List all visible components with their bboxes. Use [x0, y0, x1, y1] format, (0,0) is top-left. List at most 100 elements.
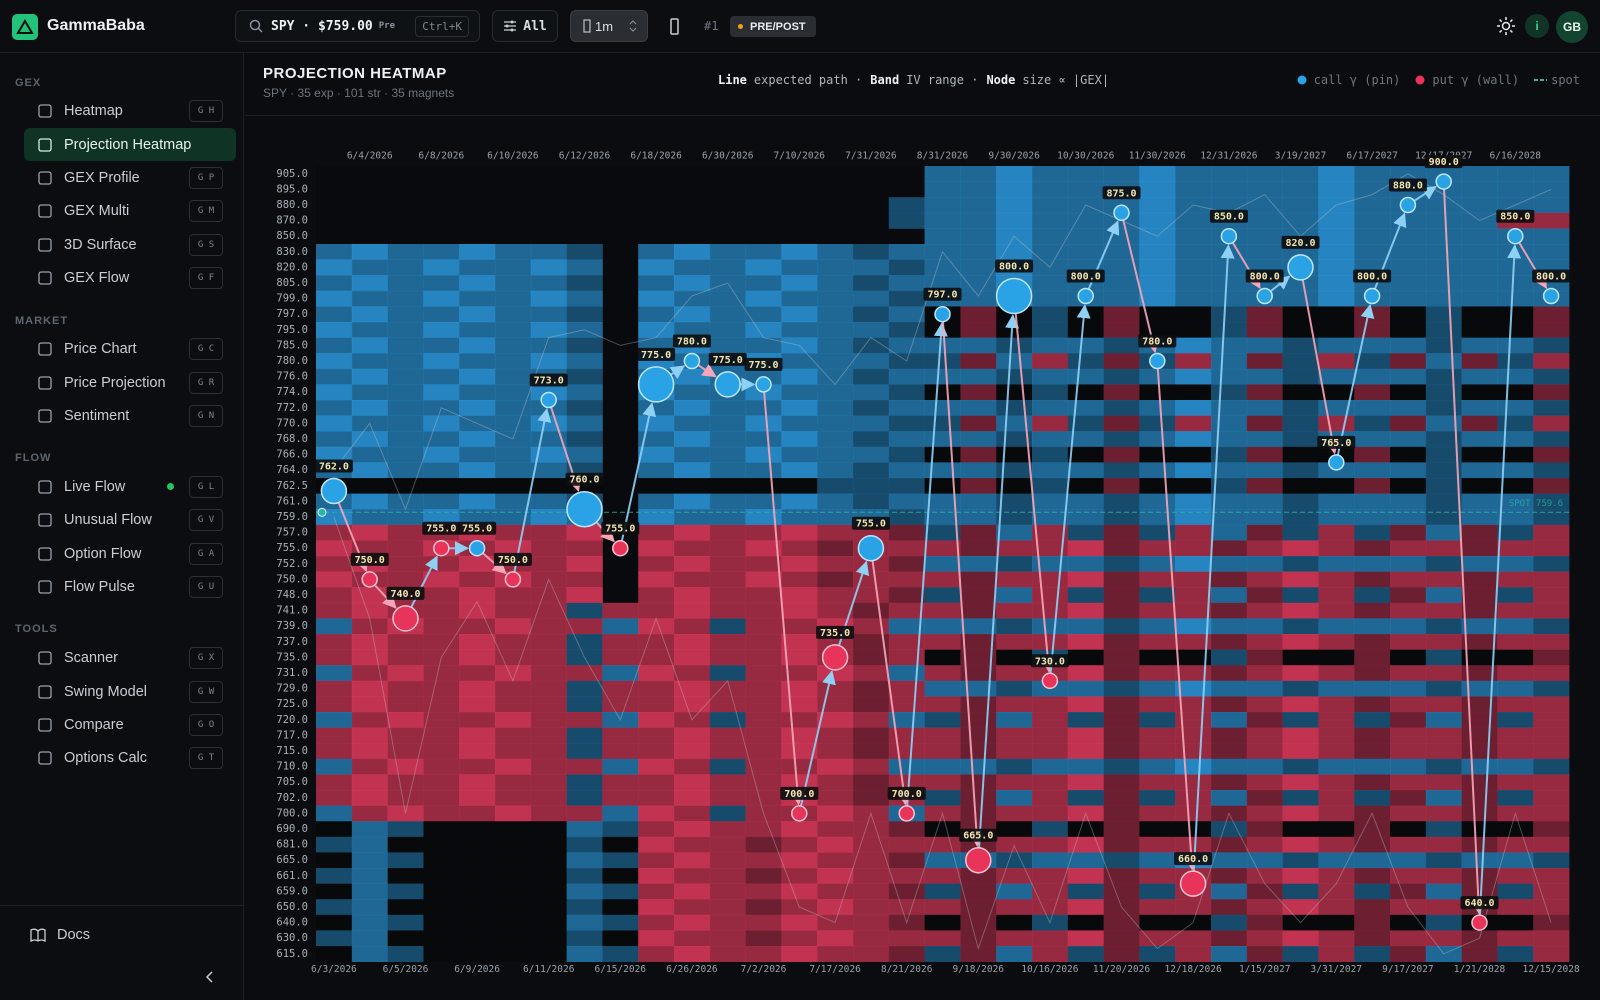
heatmap-cell: [817, 509, 854, 526]
nav-item[interactable]: Unusual Flow G V: [24, 504, 236, 537]
heatmap-cell: [709, 665, 746, 682]
y-tick-label: 905.0: [276, 168, 308, 180]
heatmap-cell: [638, 899, 675, 916]
heatmap-cell: [316, 556, 353, 572]
heatmap-cell: [853, 665, 890, 682]
nav-item[interactable]: Scanner G X: [24, 641, 236, 674]
heatmap-cell: [602, 914, 639, 931]
heatmap-cell: [351, 790, 388, 806]
heatmap-cell: [1533, 649, 1570, 666]
nav-item[interactable]: Option Flow G A: [24, 537, 236, 570]
search[interactable]: SPY · $759.00 Pre Ctrl+K: [235, 10, 480, 42]
heatmap-cell: [1354, 821, 1391, 838]
heatmap-cell: [316, 275, 353, 292]
nav-item[interactable]: Compare G O: [24, 708, 236, 741]
heatmap-cell: [387, 712, 424, 728]
heatmap-cell: [817, 712, 854, 728]
shortcut: Ctrl+K: [415, 15, 469, 37]
heatmap-cell: [924, 400, 961, 416]
node-label-bg: [458, 521, 497, 535]
heatmap-cell: [996, 509, 1033, 526]
interval-select[interactable]: 1m: [570, 10, 648, 42]
heatmap-cell: [1425, 914, 1462, 931]
heatmap-cell: [1390, 602, 1427, 619]
theme-toggle[interactable]: [1496, 16, 1516, 36]
heatmap-cell: [1425, 946, 1462, 962]
heatmap-cell: [1318, 540, 1355, 557]
heatmap-cell: [495, 337, 532, 354]
heatmap-cell: [817, 540, 854, 557]
nav-item[interactable]: GEX Flow G F: [24, 262, 236, 295]
nav-item[interactable]: GEX Profile G P: [24, 161, 236, 194]
avatar[interactable]: GB: [1556, 11, 1588, 43]
nav-item[interactable]: Price Chart G C: [24, 333, 236, 366]
heatmap-cell: [1032, 821, 1069, 838]
heatmap-cell: [316, 914, 353, 931]
heatmap-cell: [674, 743, 711, 760]
shortcut: G T: [189, 747, 223, 770]
heatmap-cell: [1354, 946, 1391, 962]
filter-button[interactable]: All: [492, 10, 558, 42]
heatmap-cell: [638, 322, 675, 338]
docs-link[interactable]: Docs: [30, 927, 90, 943]
heatmap-cell: [924, 680, 961, 697]
heatmap-cell: [1067, 322, 1104, 338]
heatmap-cell: [1032, 634, 1069, 650]
nav-item[interactable]: Swing Model G W: [24, 675, 236, 708]
collapse-button[interactable]: [205, 970, 215, 984]
heatmap-cell: [960, 712, 997, 728]
heatmap-cell: [638, 259, 675, 276]
nav-item[interactable]: Live Flow G L: [24, 470, 236, 503]
heatmap-cell: [1461, 337, 1498, 354]
nav-item[interactable]: Heatmap G H: [24, 95, 236, 128]
heatmap-cell: [745, 400, 782, 416]
heatmap-cell: [781, 836, 818, 853]
heatmap-cell: [1461, 587, 1498, 604]
heatmap-cell: [924, 883, 961, 900]
heatmap-cell: [495, 384, 532, 401]
x-tick-label: 7/31/2026: [845, 151, 897, 162]
heatmap-cell: [745, 540, 782, 557]
heatmap-cell: [745, 821, 782, 838]
nav-item[interactable]: Flow Pulse G U: [24, 570, 236, 603]
heatmap-cell: [602, 774, 639, 791]
heatmap-cell: [459, 727, 496, 744]
heatmap-cell: [495, 868, 532, 884]
heatmap-cell: [530, 805, 567, 822]
nav-item[interactable]: Sentiment G N: [24, 399, 236, 432]
heatmap-cell: [423, 509, 460, 526]
heatmap-cell: [960, 571, 997, 588]
nav-item[interactable]: 3D Surface G S: [24, 228, 236, 261]
heatmap-cell: [1533, 228, 1570, 245]
heatmap-cell: [960, 197, 997, 214]
heatmap-cell: [1497, 914, 1534, 931]
node-label: 775.0: [713, 355, 743, 366]
nav-item[interactable]: Options Calc G T: [24, 742, 236, 775]
heatmap-cell: [674, 665, 711, 682]
info-button[interactable]: i: [1525, 14, 1549, 38]
nav-item[interactable]: GEX Multi G M: [24, 195, 236, 228]
heatmap-cell: [817, 368, 854, 385]
heatmap-cell: [423, 914, 460, 931]
heatmap-cell: [1390, 836, 1427, 853]
heatmap-cell: [459, 337, 496, 354]
y-tick-label: 750.0: [276, 573, 308, 585]
heatmap-cell: [1067, 197, 1104, 214]
panel-icon[interactable]: [670, 18, 680, 36]
y-tick-label: 895.0: [276, 183, 308, 195]
heatmap-cell: [1497, 727, 1534, 744]
heatmap-cell: [1318, 259, 1355, 276]
heatmap-cell: [1533, 431, 1570, 448]
heatmap-cell: [530, 836, 567, 853]
heatmap-cell: [745, 524, 782, 541]
heatmap-cell: [1175, 368, 1212, 385]
heatmap-cell: [316, 524, 353, 541]
heatmap-cell: [1139, 509, 1176, 526]
heatmap-cell: [1175, 805, 1212, 822]
heatmap-cell: [1425, 680, 1462, 697]
heatmap-cell: [1246, 868, 1283, 884]
heatmap-cell: [1461, 602, 1498, 619]
nav-item[interactable]: Price Projection G R: [24, 366, 236, 399]
nav-item[interactable]: Projection Heatmap: [24, 127, 236, 162]
x-tick-label: 6/17/2027: [1346, 151, 1397, 162]
